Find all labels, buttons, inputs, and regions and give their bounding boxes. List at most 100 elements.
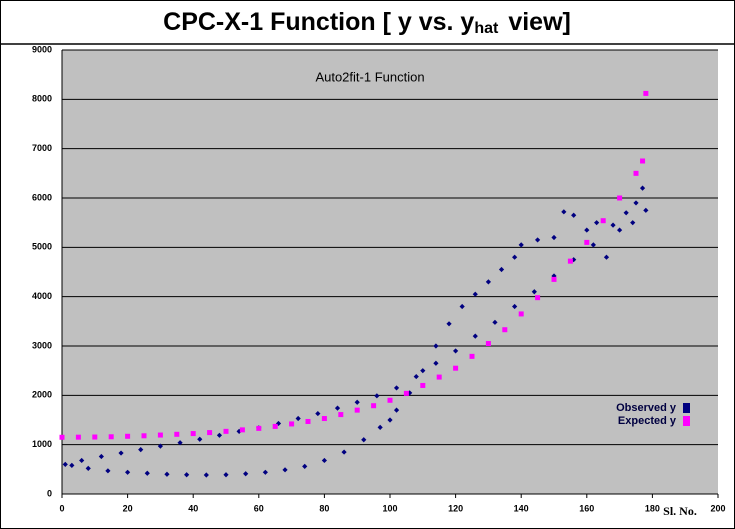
point: [436, 374, 442, 380]
plot-area: [62, 50, 718, 494]
point: [617, 195, 623, 201]
x-tick-label: 40: [188, 503, 198, 513]
point: [600, 218, 606, 224]
y-tick-label: 9000: [32, 44, 52, 54]
point: [472, 333, 478, 339]
y-tick-label: 1000: [32, 439, 52, 449]
x-tick-label: 120: [448, 503, 463, 513]
point: [354, 399, 360, 405]
point: [518, 242, 524, 248]
point: [295, 415, 301, 422]
legend-label: Expected y: [618, 415, 677, 427]
point: [223, 428, 229, 434]
point: [617, 227, 623, 233]
point: [138, 447, 144, 453]
point: [184, 472, 190, 478]
chart-title: CPC-X-1 Function [ y vs. yhat view]: [163, 8, 571, 38]
point: [223, 472, 229, 478]
point: [236, 428, 242, 434]
point: [315, 410, 321, 417]
point: [207, 430, 213, 436]
point: [518, 311, 524, 317]
point: [584, 227, 590, 233]
point: [403, 390, 409, 396]
point: [164, 471, 170, 477]
point: [62, 461, 68, 467]
point: [512, 303, 518, 310]
point: [197, 436, 203, 442]
point: [98, 453, 104, 460]
x-tick-label: 80: [319, 503, 329, 513]
point: [551, 234, 557, 241]
point: [610, 222, 616, 228]
point: [374, 393, 380, 399]
point: [485, 279, 491, 285]
x-tick-label: 180: [645, 503, 660, 513]
point: [341, 449, 347, 455]
point: [512, 254, 518, 260]
point: [502, 327, 508, 333]
point: [590, 242, 596, 248]
y-tick-label: 8000: [32, 94, 52, 104]
point: [640, 158, 646, 164]
point: [321, 457, 327, 464]
point: [334, 405, 341, 411]
point: [69, 462, 75, 468]
point: [105, 468, 111, 474]
point: [59, 434, 65, 440]
y-tick-label: 0: [47, 488, 52, 498]
x-axis-label: Sl. No.: [663, 504, 697, 518]
point: [453, 348, 459, 354]
point: [630, 220, 636, 226]
point: [561, 209, 567, 215]
point: [272, 423, 278, 429]
point: [446, 321, 452, 327]
y-tick-label: 7000: [32, 143, 52, 153]
point: [243, 471, 249, 477]
point: [633, 200, 639, 206]
point: [108, 434, 114, 440]
point: [85, 465, 91, 471]
plot: 0 1000 2000 3000 4000 5000 6000 7000 8000 9000 0 20…: [32, 44, 726, 517]
point: [118, 450, 124, 456]
point: [584, 239, 590, 245]
point: [492, 319, 498, 325]
x-tick-label: 0: [59, 503, 64, 513]
point: [643, 90, 649, 96]
point: [413, 373, 419, 380]
x-tick-label: 60: [254, 503, 264, 513]
point: [177, 440, 183, 446]
point: [393, 385, 400, 391]
point: [174, 431, 180, 437]
point: [371, 403, 377, 409]
point: [639, 185, 646, 191]
point: [144, 470, 150, 476]
point: [535, 237, 541, 243]
point: [535, 295, 541, 301]
point: [305, 418, 311, 424]
x-tick-label: 200: [710, 503, 725, 513]
point: [354, 407, 360, 413]
point: [302, 463, 308, 469]
point: [594, 220, 600, 226]
point: [125, 433, 131, 439]
point: [141, 433, 147, 439]
point: [623, 210, 629, 216]
x-tick-label: 160: [579, 503, 594, 513]
point: [459, 303, 465, 310]
point: [472, 291, 478, 297]
point: [498, 266, 505, 273]
point: [387, 397, 393, 403]
point: [420, 368, 426, 374]
point: [190, 431, 196, 437]
point: [531, 289, 537, 295]
point: [387, 417, 393, 423]
point: [485, 341, 491, 347]
point: [338, 412, 344, 418]
point: [633, 170, 639, 176]
point: [603, 254, 610, 260]
point: [420, 382, 426, 388]
point: [571, 257, 577, 263]
point: [453, 365, 459, 371]
point: [567, 258, 573, 264]
